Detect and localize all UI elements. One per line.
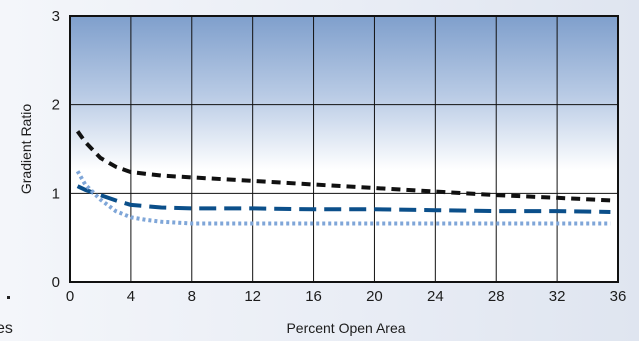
y-tick-label-2: 2	[52, 97, 60, 114]
series-line-2	[75, 170, 611, 226]
y-tick-label-3: 3	[52, 8, 60, 25]
x-tick-label-9: 36	[610, 288, 627, 305]
x-axis-title: Percent Open Area	[286, 320, 405, 336]
x-tick-label-3: 12	[244, 288, 261, 305]
text-fragment-dot	[7, 296, 10, 299]
x-tick-label-7: 28	[488, 288, 505, 305]
series-line-1	[76, 184, 611, 214]
x-tick-label-8: 32	[549, 288, 566, 305]
series-layer	[75, 130, 611, 226]
x-tick-label-1: 4	[127, 288, 135, 305]
text-fragment: es	[0, 320, 13, 337]
series-line-0	[75, 130, 611, 203]
plot-frame	[69, 15, 619, 283]
y-tick-labels: 0 1 2 3	[52, 8, 60, 291]
plot-background	[70, 16, 618, 282]
x-tick-label-0: 0	[66, 288, 74, 305]
y-tick-label-1: 1	[52, 185, 60, 202]
x-tick-label-4: 16	[305, 288, 322, 305]
x-tick-labels: 0 4 8 12 16 20 24 28 32 36	[66, 288, 627, 305]
grid-lines	[70, 16, 618, 282]
y-axis-title: Gradient Ratio	[18, 104, 34, 194]
x-tick-label-6: 24	[427, 288, 444, 305]
x-tick-label-5: 20	[366, 288, 383, 305]
x-tick-label-2: 8	[188, 288, 196, 305]
y-tick-label-0: 0	[52, 274, 60, 291]
